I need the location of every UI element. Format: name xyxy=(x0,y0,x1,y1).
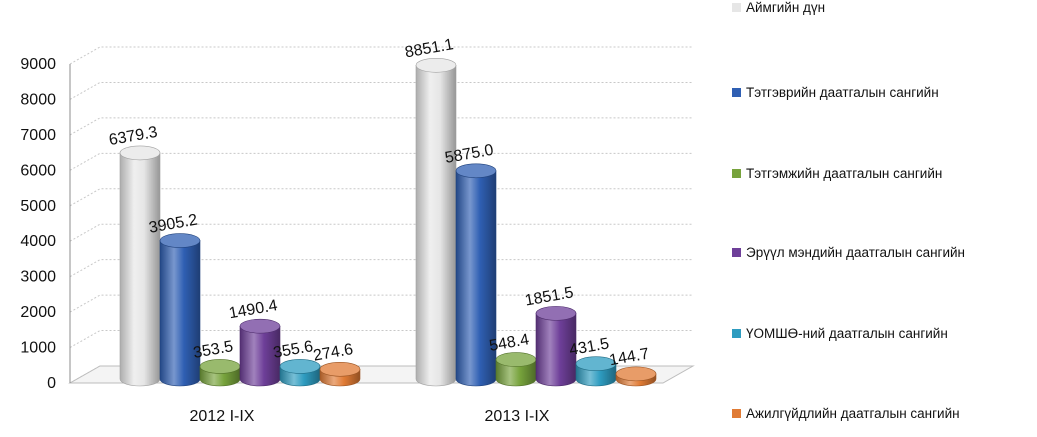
bar-top xyxy=(575,356,617,372)
legend-item: Ажилгүйдлийн даатгалын сангийн xyxy=(732,406,960,421)
legend-swatch xyxy=(732,169,741,178)
data-label: 431.5 xyxy=(568,335,610,359)
bar-1-2013-I-IX xyxy=(415,57,457,387)
bar-top xyxy=(279,359,321,374)
bar-top xyxy=(615,366,657,382)
x-category-label: 2013 I-IX xyxy=(485,408,550,425)
legend-item: Тэтгэврийн даатгалын сангийн xyxy=(732,85,939,100)
bar-4-2013-I-IX xyxy=(535,306,577,387)
bar-5-2012-I-IX xyxy=(279,359,321,387)
legend-item: Эрүүл мэндийн даатгалын сангийн xyxy=(732,245,965,260)
legend-label: ҮОМШӨ-ний даатгалын сангийн xyxy=(746,326,948,341)
legend-swatch xyxy=(732,248,741,257)
bar-body xyxy=(159,240,201,387)
legend-label: Ажилгүйдлийн даатгалын сангийн xyxy=(746,406,960,421)
legend-label: Тэтгэмжийн даатгалын сангийн xyxy=(746,166,943,181)
y-tick-label: 1000 xyxy=(20,340,56,357)
gridline xyxy=(69,117,693,136)
bar-4-2012-I-IX xyxy=(239,318,281,387)
bar-top xyxy=(199,359,241,374)
legend-item: ҮОМШӨ-ний даатгалын сангийн xyxy=(732,326,948,341)
bar-body xyxy=(415,64,457,387)
data-label: 355.6 xyxy=(272,338,314,362)
legend-label: Тэтгэврийн даатгалын сангийн xyxy=(746,85,939,100)
legend-label: Эрүүл мэндийн даатгалын сангийн xyxy=(746,245,966,260)
bar-6-2013-I-IX xyxy=(615,366,657,387)
y-tick-label: 9000 xyxy=(20,56,56,73)
y-tick-label: 0 xyxy=(47,375,56,392)
bar-top xyxy=(415,57,457,73)
legend-label: Аймгийн дүн xyxy=(746,0,826,15)
y-tick-label: 6000 xyxy=(20,162,56,179)
y-tick-label: 2000 xyxy=(20,304,56,321)
y-tick-label: 5000 xyxy=(20,198,56,215)
legend-swatch xyxy=(732,409,741,418)
y-tick-label: 7000 xyxy=(20,127,56,144)
bar-top xyxy=(239,318,281,334)
legend-item: Аймгийн дүн xyxy=(732,0,825,15)
y-tick-label: 4000 xyxy=(20,233,56,250)
bar-1-2012-I-IX xyxy=(119,145,161,387)
data-label: 353.5 xyxy=(192,338,234,362)
gridline xyxy=(69,81,693,100)
data-label: 274.6 xyxy=(312,341,354,365)
bar-top xyxy=(159,233,201,248)
bar-body xyxy=(495,359,537,387)
gridline xyxy=(69,46,693,65)
y-tick-label: 8000 xyxy=(20,91,56,108)
bar-top xyxy=(455,163,497,179)
plot-back-wall xyxy=(100,21,693,366)
bar-2-2013-I-IX xyxy=(455,163,497,387)
legend-swatch xyxy=(732,329,741,338)
bar-body xyxy=(119,152,161,387)
bar-2-2012-I-IX xyxy=(159,233,201,387)
bar-body xyxy=(535,313,577,387)
bar-3-2012-I-IX xyxy=(199,359,241,387)
gridline xyxy=(69,152,693,171)
bar-body xyxy=(455,170,497,387)
bar-3-2013-I-IX xyxy=(495,352,537,387)
legend-item: Тэтгэмжийн даатгалын сангийн xyxy=(732,166,942,181)
bar-top xyxy=(119,145,161,161)
legend-swatch xyxy=(732,88,741,97)
bars xyxy=(119,57,657,387)
x-category-label: 2012 I-IX xyxy=(190,408,255,425)
bar-top xyxy=(535,306,577,321)
data-label: 548.4 xyxy=(488,331,530,355)
legend-swatch xyxy=(732,3,741,12)
y-tick-label: 3000 xyxy=(20,269,56,286)
y-tick-labels: 0 1000 2000 3000 4000 5000 6000 7000 8000 9000 xyxy=(20,56,56,392)
bar-top xyxy=(495,352,537,367)
legend: Аймгийн дүн Тэтгэврийн даатгалын сангийн Т… xyxy=(732,0,1032,432)
bar-6-2012-I-IX xyxy=(319,361,361,387)
bar-5-2013-I-IX xyxy=(575,356,617,387)
data-label: 144.7 xyxy=(608,346,650,370)
bar-top xyxy=(319,361,361,377)
bar-body xyxy=(239,325,281,387)
